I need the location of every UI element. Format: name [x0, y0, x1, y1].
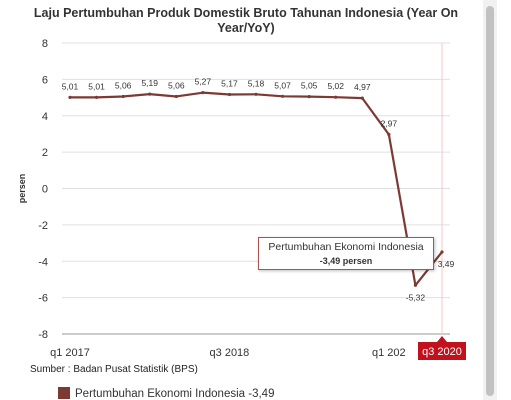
y-tick-label: 8 [42, 38, 48, 50]
data-point [360, 96, 364, 100]
data-point [201, 91, 205, 95]
data-label: 5,05 [301, 81, 318, 91]
y-tick-label: -6 [38, 293, 48, 305]
y-tick-label: 0 [42, 184, 48, 196]
tooltip-value: -3,49 persen [319, 256, 373, 266]
source-note: Sumber : Badan Pusat Statistik (BPS) [30, 364, 198, 375]
data-point [121, 94, 125, 99]
data-point [148, 92, 152, 96]
data-point [307, 95, 311, 99]
data-label: 3,49 [438, 259, 455, 269]
data-label: 5,01 [62, 81, 79, 91]
data-label: 5,01 [88, 81, 105, 91]
legend-swatch [58, 387, 70, 399]
data-label: 5,06 [115, 80, 132, 90]
legend-item[interactable]: Pertumbuhan Ekonomi Indonesia -3,49 [58, 387, 274, 400]
y-tick-label: 4 [42, 111, 48, 123]
y-tick-label: 2 [42, 147, 48, 159]
data-label: 5,27 [195, 77, 212, 87]
x-highlight-box [418, 342, 466, 360]
x-tick-label: q1 202 [372, 347, 406, 359]
data-point [387, 132, 391, 137]
data-point [174, 94, 178, 99]
data-label: 5,06 [168, 80, 185, 90]
data-label: 5,19 [141, 78, 158, 88]
data-label: 2,97 [381, 118, 398, 128]
data-label: -5,32 [406, 292, 426, 302]
line-chart: -8 -6 -4 -2 0 2 4 6 8 persen q1 2017 q3 2018 q1 202 q… [17, 38, 466, 360]
x-highlight-pointer [437, 336, 447, 342]
x-tick-label: q3 2020 [422, 346, 462, 358]
scrollbar-thumb[interactable] [486, 6, 494, 396]
data-label: 4,97 [354, 82, 371, 92]
x-tick-label: q1 2017 [50, 347, 90, 359]
y-tick-label: -8 [38, 329, 48, 341]
data-point [227, 92, 232, 97]
vertical-scrollbar[interactable] [483, 0, 497, 400]
data-point [413, 283, 418, 287]
y-axis-label: persen [17, 174, 27, 204]
tooltip-series-name: Pertumbuhan Ekonomi Indonesia [268, 241, 424, 253]
data-label: 5,18 [248, 78, 265, 88]
data-point [334, 95, 338, 99]
data-label: 5,02 [327, 81, 344, 91]
data-label: 5,07 [274, 80, 291, 90]
data-point [94, 95, 99, 99]
y-tick-label: 6 [42, 74, 48, 86]
x-tick-label: q3 2018 [210, 347, 250, 359]
y-tick-label: -4 [38, 256, 48, 268]
data-point [440, 250, 444, 254]
chart-title: Laju Pertumbuhan Produk Domestik Bruto T… [33, 6, 459, 35]
data-label: 5,17 [221, 78, 238, 88]
chart-tooltip: Pertumbuhan Ekonomi Indonesia -3,49 pers… [258, 237, 434, 270]
data-point [280, 94, 285, 98]
y-tick-label: -2 [38, 220, 48, 232]
data-point [68, 95, 72, 99]
legend-label: Pertumbuhan Ekonomi Indonesia -3,49 [75, 388, 275, 400]
data-point [254, 92, 258, 96]
